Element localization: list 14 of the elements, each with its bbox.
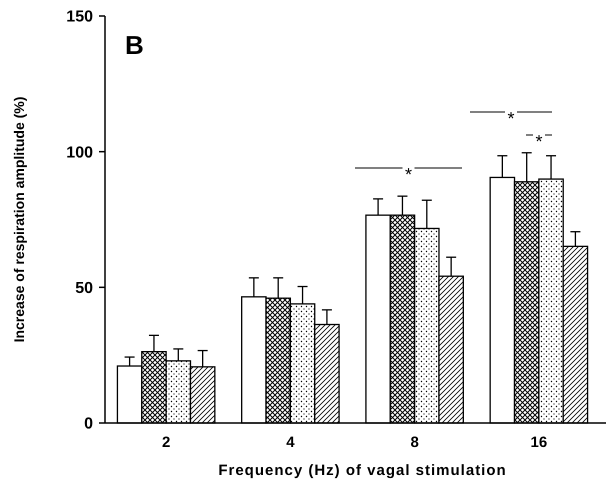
x-axis-title: Frequency (Hz) of vagal stimulation (218, 462, 507, 479)
annotation: * (507, 108, 515, 129)
x-tick-label: 8 (410, 434, 419, 451)
x-tick-label: 2 (162, 434, 170, 451)
text: B (125, 30, 144, 60)
x-tick-label: 4 (286, 434, 296, 451)
y-tick-label: 50 (75, 280, 94, 297)
annotation: * (535, 132, 543, 152)
y-tick-label: 100 (66, 144, 94, 162)
annotation: * (404, 164, 412, 185)
y-tick-label: 0 (84, 416, 94, 433)
y-tick-label: 150 (66, 8, 94, 26)
y-axis-title: Increase of respiration amplitude (%) (11, 96, 27, 342)
x-tick-label: 16 (530, 434, 548, 451)
